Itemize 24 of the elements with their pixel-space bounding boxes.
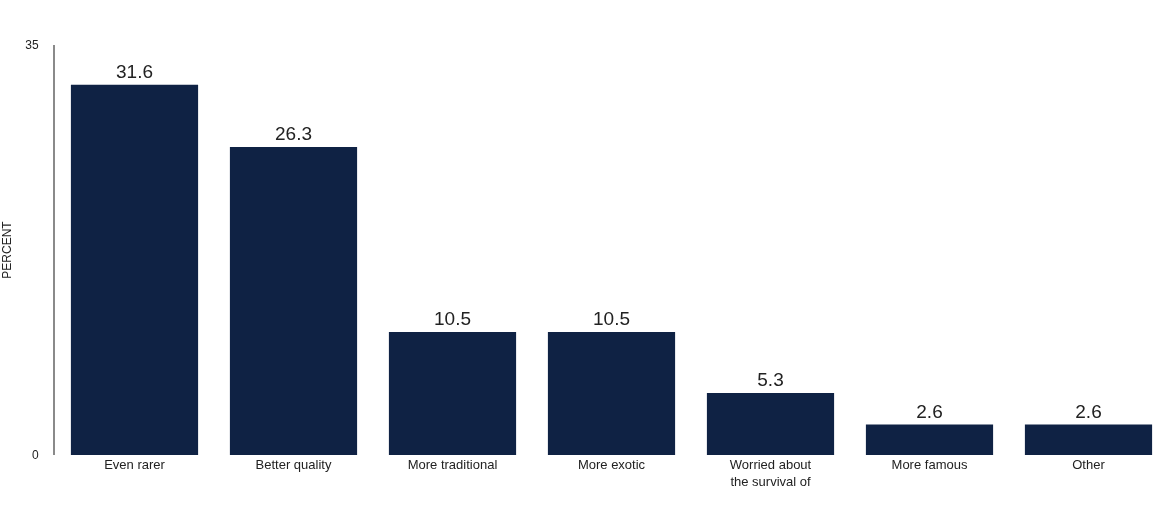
data-label: 10.5	[434, 308, 471, 329]
bar	[229, 146, 358, 455]
x-tick-label: Worried about the survival of	[729, 457, 812, 489]
y-axis-title: PERCENT	[0, 220, 14, 279]
bar	[1024, 424, 1153, 455]
data-label: 31.6	[116, 60, 153, 82]
bar	[706, 392, 835, 455]
x-tick-label: More famous	[891, 457, 968, 472]
bar	[547, 332, 676, 455]
data-label: 2.6	[916, 400, 943, 422]
data-label: 5.3	[757, 368, 784, 390]
data-label: 2.6	[1075, 400, 1102, 422]
data-label: 10.5	[593, 308, 630, 329]
x-tick-label: Other	[1072, 457, 1106, 472]
x-tick-label: Even rarer	[104, 457, 166, 472]
y-tick-label: 0	[31, 448, 39, 463]
x-tick-label: More traditional	[407, 457, 498, 472]
bar	[388, 332, 517, 455]
x-tick-label: More exotic	[577, 457, 646, 472]
y-tick-label: 35	[25, 38, 39, 53]
bar	[70, 84, 199, 455]
data-label: 26.3	[275, 122, 312, 144]
x-tick-label: Better quality	[255, 457, 332, 472]
bar	[865, 424, 994, 455]
